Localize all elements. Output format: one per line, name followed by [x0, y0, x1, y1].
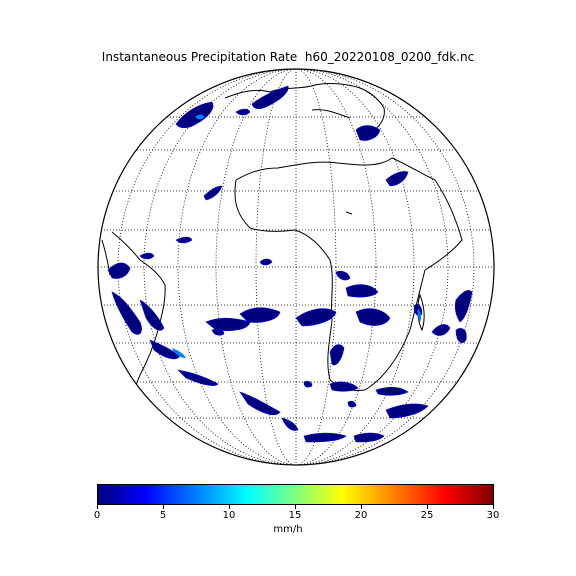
colorbar-tick: [163, 505, 164, 509]
colorbar-tick-label: 5: [159, 510, 167, 521]
figure-title: Instantaneous Precipitation Rate h60_202…: [101, 50, 475, 64]
coastlines: [101, 83, 463, 411]
colorbar-tick: [427, 505, 428, 509]
colorbar-tick-label: 10: [222, 510, 236, 521]
colorbar-tick-label: 0: [93, 510, 101, 521]
precipitation-cells-moderate: [172, 114, 422, 358]
colorbar-unit-label: mm/h: [273, 524, 303, 535]
colorbar-tick: [229, 505, 230, 509]
colorbar: [97, 484, 494, 505]
colorbar-tick: [97, 505, 98, 509]
colorbar-tick: [493, 505, 494, 509]
colorbar-tick: [361, 505, 362, 509]
colorbar-tick-label: 20: [354, 510, 368, 521]
colorbar-tick: [295, 505, 296, 509]
colorbar-tick-label: 30: [486, 510, 500, 521]
precipitation-cells: [107, 85, 473, 443]
globe-limb: [97, 68, 495, 466]
graticule: [98, 69, 494, 465]
colorbar-tick-label: 25: [420, 510, 434, 521]
colorbar-tick-label: 15: [288, 510, 302, 521]
